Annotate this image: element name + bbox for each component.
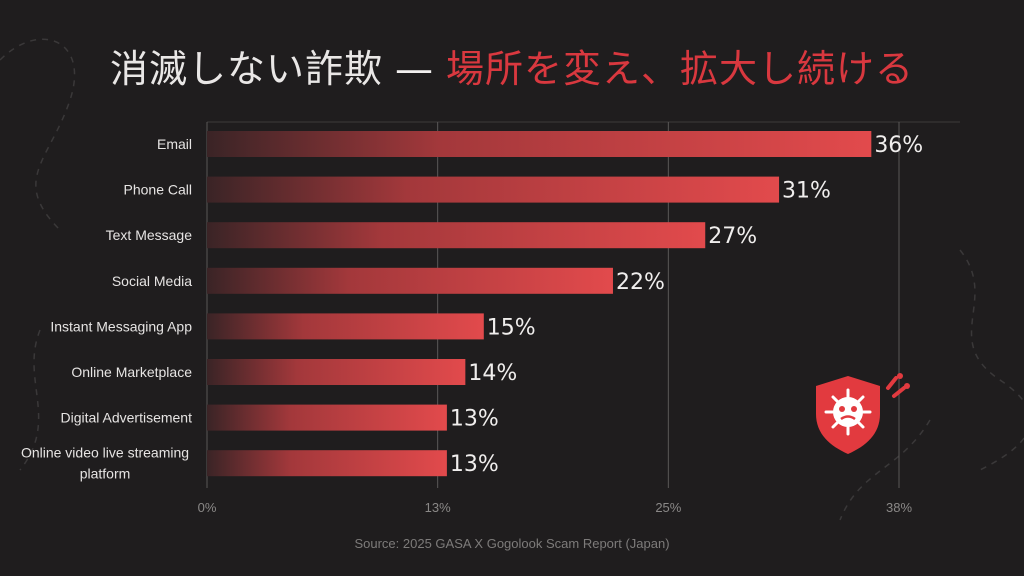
category-label: Instant Messaging App (50, 318, 192, 334)
category-label: Online video live streaming (21, 445, 189, 461)
labels: 0% 13% 25% 38% 36% Email 31% Phone Call 27% Text … (21, 133, 923, 515)
source-note: Source: 2025 GASA X Gogolook Scam Report… (354, 536, 670, 551)
x-tick-label: 38% (886, 500, 912, 515)
data-label: 36% (874, 133, 923, 158)
page-title: 消滅しない詐欺 — 場所を変え、拡大し続ける (0, 38, 1024, 93)
data-label: 13% (450, 452, 499, 477)
data-label: 14% (468, 361, 517, 386)
bars (207, 131, 872, 477)
category-label: Text Message (106, 227, 193, 243)
bar-3 (207, 222, 706, 249)
data-label: 31% (782, 179, 831, 204)
category-label: Phone Call (124, 182, 193, 198)
category-label: Social Media (112, 273, 192, 289)
data-label: 27% (708, 224, 757, 249)
shield-virus-icon (816, 373, 910, 454)
bar-8 (207, 450, 447, 477)
category-label: platform (80, 466, 131, 482)
data-label: 22% (616, 270, 665, 295)
title-part-1: 消滅しない詐欺 (109, 47, 383, 91)
title-dash: — (395, 47, 434, 91)
data-label: 15% (487, 315, 536, 340)
bar-6 (207, 359, 466, 385)
data-label: 13% (450, 407, 499, 432)
x-tick-label: 25% (655, 500, 681, 515)
bar-1 (207, 131, 872, 157)
category-label: Email (157, 136, 192, 152)
x-tick-label: 0% (198, 500, 217, 515)
x-tick-label: 13% (425, 500, 451, 515)
category-label: Online Marketplace (71, 364, 192, 380)
title-part-2: 場所を変え、拡大し続ける (446, 47, 915, 91)
bar-5 (207, 313, 484, 340)
bar-4 (207, 267, 613, 294)
category-label: Digital Advertisement (60, 410, 192, 426)
bar-7 (207, 404, 447, 431)
bar-2 (207, 176, 780, 203)
